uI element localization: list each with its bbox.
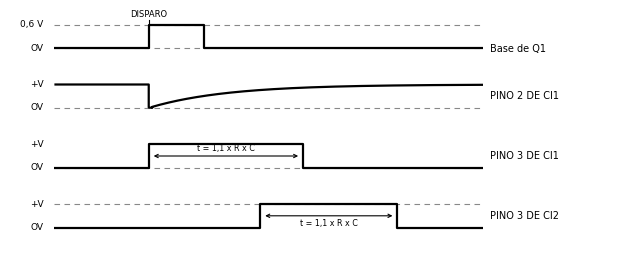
Text: t = 1,1 x R x C: t = 1,1 x R x C: [197, 144, 255, 153]
Text: PINO 3 DE CI1: PINO 3 DE CI1: [490, 151, 559, 161]
Text: OV: OV: [31, 163, 44, 172]
Text: Base de Q1: Base de Q1: [490, 44, 545, 54]
Text: OV: OV: [31, 103, 44, 112]
Text: +V: +V: [30, 80, 44, 89]
Text: PINO 2 DE CI1: PINO 2 DE CI1: [490, 91, 559, 101]
Text: PINO 3 DE CI2: PINO 3 DE CI2: [490, 211, 559, 221]
Text: 0,6 V: 0,6 V: [20, 20, 44, 29]
Text: OV: OV: [31, 223, 44, 232]
Text: OV: OV: [31, 44, 44, 53]
Text: +V: +V: [30, 200, 44, 209]
Text: t = 1,1 x R x C: t = 1,1 x R x C: [300, 219, 358, 228]
Text: +V: +V: [30, 140, 44, 149]
Text: DISPARO: DISPARO: [130, 10, 167, 19]
